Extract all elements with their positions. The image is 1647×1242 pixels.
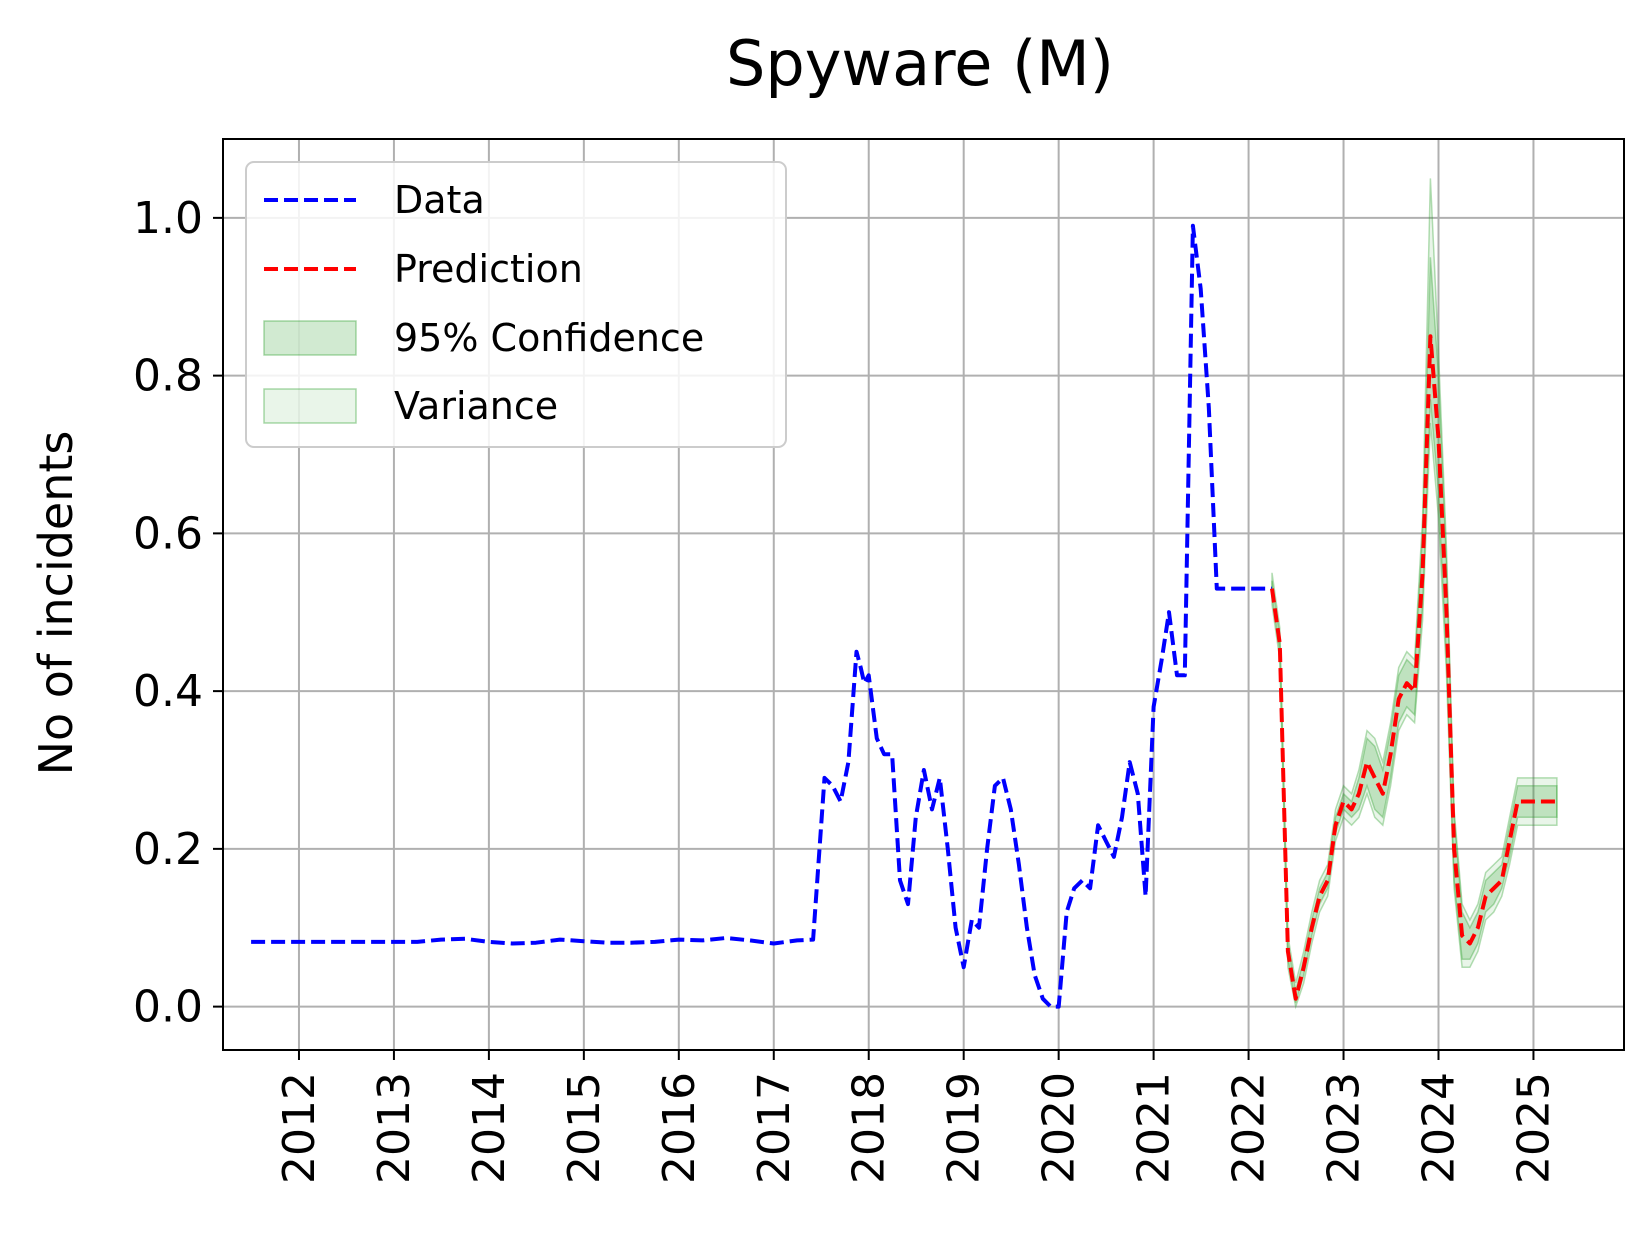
legend-swatch-95-confidence [263, 320, 357, 356]
legend-box [245, 161, 787, 448]
x-tick-label: 2025 [1508, 1072, 1559, 1184]
band-layer [1271, 178, 1558, 1010]
y-axis: 0.0 0.2 0.4 0.6 0.8 1.0 [133, 193, 223, 1033]
legend-label-prediction: Prediction [394, 247, 583, 291]
y-tick-label: 1.0 [133, 193, 203, 244]
y-tick-label: 0.2 [133, 824, 203, 875]
y-tick-label: 0.8 [133, 351, 203, 402]
x-axis: 2012 2013 2014 2015 2016 2017 2018 2019 2020 2021… [274, 1050, 1559, 1184]
x-tick-label: 2018 [844, 1072, 895, 1184]
x-tick-label: 2017 [749, 1072, 800, 1184]
y-axis-label: No of incidents [29, 431, 83, 776]
x-tick-label: 2022 [1224, 1072, 1275, 1184]
line-layer [251, 223, 1557, 1009]
x-tick-label: 2014 [464, 1072, 515, 1184]
y-tick-label: 0.4 [133, 666, 203, 717]
legend-swatch-variance [263, 388, 357, 424]
x-tick-label: 2019 [939, 1072, 990, 1184]
x-tick-label: 2015 [559, 1072, 610, 1184]
plot-frame [222, 138, 1625, 1051]
x-tick-label: 2020 [1034, 1072, 1085, 1184]
x-tick-label: 2024 [1414, 1072, 1465, 1184]
x-tick-label: 2023 [1319, 1072, 1370, 1184]
x-tick-label: 2021 [1129, 1072, 1180, 1184]
variance-band [1271, 178, 1558, 1010]
data-series-line [251, 223, 1272, 1009]
x-tick-label: 2013 [369, 1072, 420, 1184]
legend-label-95-confidence: 95% Confidence [394, 316, 704, 360]
y-tick-label: 0.6 [133, 508, 203, 559]
x-tick-label: 2016 [654, 1072, 705, 1184]
legend: Data Prediction 95% Confidence Variance [245, 161, 787, 448]
legend-label-variance: Variance [394, 384, 558, 428]
95-confidence-band [1271, 257, 1558, 1003]
chart-title: Spyware (M) [726, 27, 1114, 100]
legend-label-data: Data [394, 178, 485, 222]
x-tick-label: 2012 [274, 1072, 325, 1184]
y-tick-label: 0.0 [133, 982, 203, 1033]
